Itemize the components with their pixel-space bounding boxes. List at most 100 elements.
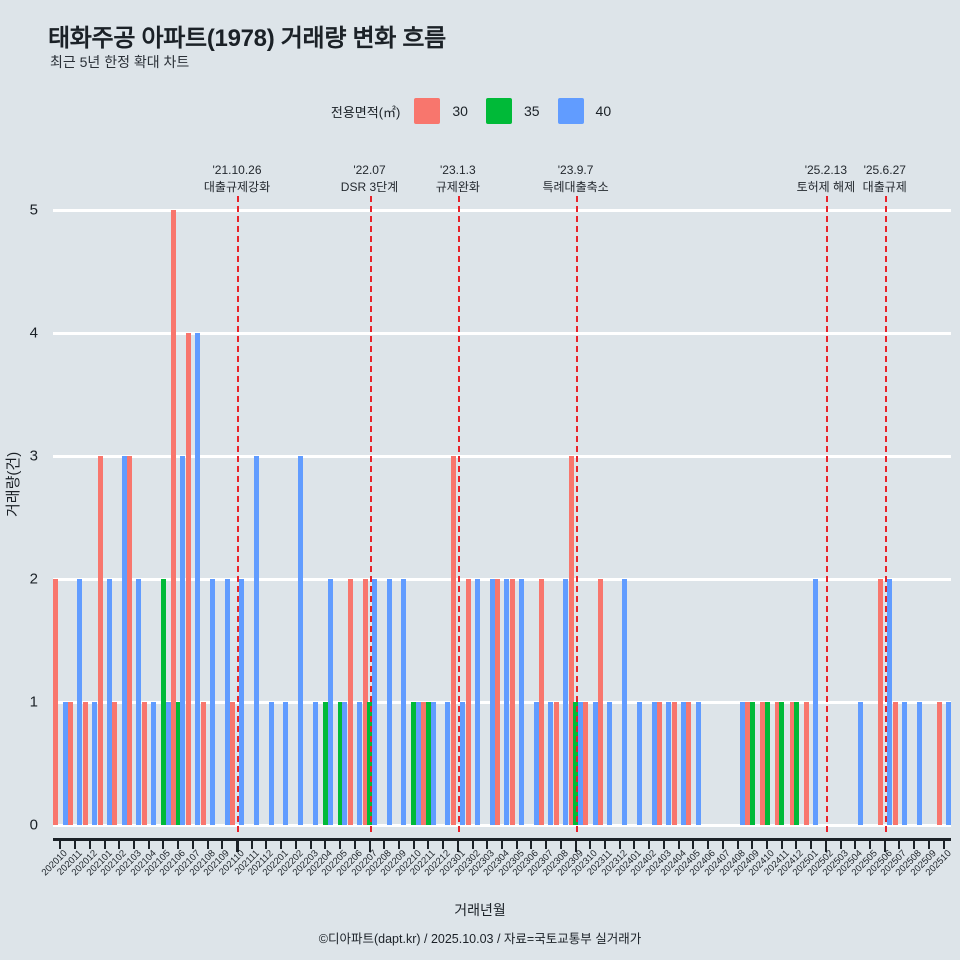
legend-item-40[interactable]: 40	[557, 98, 611, 124]
bar-202307-30[interactable]	[539, 579, 545, 825]
bar-202010-40[interactable]	[62, 702, 68, 825]
bar-202212-40[interactable]	[445, 702, 451, 825]
bar-202105-40[interactable]	[165, 702, 171, 825]
bar-202010-30[interactable]	[53, 579, 59, 825]
bar-202409-30[interactable]	[745, 702, 751, 825]
bar-202106-35[interactable]	[175, 702, 181, 825]
bar-202306-40[interactable]	[533, 702, 539, 825]
bar-202403-40[interactable]	[666, 702, 672, 825]
bar-202106-30[interactable]	[171, 210, 177, 825]
bar-202208-40[interactable]	[386, 579, 392, 825]
bar-202209-40[interactable]	[401, 579, 407, 825]
bar-202402-40[interactable]	[651, 702, 657, 825]
bar-202104-40[interactable]	[150, 702, 156, 825]
bar-202302-40[interactable]	[474, 579, 480, 825]
bar-202109-40[interactable]	[224, 579, 230, 825]
bar-202310-30[interactable]	[583, 702, 589, 825]
bar-202504-40[interactable]	[857, 702, 863, 825]
bar-202506-30[interactable]	[877, 579, 883, 825]
bar-202412-30[interactable]	[789, 702, 795, 825]
bar-202108-30[interactable]	[200, 702, 206, 825]
bar-202207-40[interactable]	[371, 579, 377, 825]
bar-202102-30[interactable]	[112, 702, 118, 825]
bar-202111-40[interactable]	[254, 456, 260, 825]
bar-202308-40[interactable]	[563, 579, 569, 825]
bar-202403-30[interactable]	[657, 702, 662, 825]
bar-202410-30[interactable]	[760, 702, 766, 825]
bar-202012-40[interactable]	[92, 702, 98, 825]
bar-202107-30[interactable]	[185, 333, 191, 825]
bar-202204-35[interactable]	[323, 702, 329, 825]
bar-202204-40[interactable]	[327, 579, 333, 825]
bar-202202-40[interactable]	[298, 456, 304, 825]
bar-202304-40[interactable]	[504, 579, 510, 825]
bar-202410-35[interactable]	[764, 702, 770, 825]
bar-202307-40[interactable]	[548, 702, 554, 825]
bar-202411-30[interactable]	[774, 702, 780, 825]
bar-202110-40[interactable]	[239, 579, 245, 825]
bar-202405-30[interactable]	[686, 702, 692, 825]
bar-202101-30[interactable]	[97, 456, 103, 825]
bar-202401-40[interactable]	[636, 702, 642, 825]
bar-202112-40[interactable]	[268, 702, 274, 825]
legend-item-35[interactable]: 35	[485, 98, 540, 124]
bar-202510-40[interactable]	[945, 702, 951, 825]
bar-202308-30[interactable]	[553, 702, 559, 825]
bar-202508-40[interactable]	[916, 702, 922, 825]
bar-202210-40[interactable]	[415, 702, 421, 825]
bar-202108-40[interactable]	[209, 579, 215, 825]
bar-202011-40[interactable]	[77, 579, 83, 825]
bar-202206-40[interactable]	[357, 702, 363, 825]
event-text-2: 규제완화	[435, 180, 480, 194]
bar-202507-30[interactable]	[892, 702, 898, 825]
bar-202510-30[interactable]	[936, 702, 942, 825]
bar-202106-40[interactable]	[180, 456, 186, 825]
bar-202405-40[interactable]	[695, 702, 701, 825]
bar-202409-35[interactable]	[749, 702, 755, 825]
bar-202301-30[interactable]	[450, 456, 456, 825]
bar-202301-40[interactable]	[460, 702, 466, 825]
bar-202211-35[interactable]	[426, 702, 432, 825]
bar-202102-40[interactable]	[121, 456, 127, 825]
bar-202304-30[interactable]	[495, 579, 501, 825]
bar-202311-30[interactable]	[598, 579, 604, 825]
bar-202206-30[interactable]	[347, 579, 353, 825]
bar-202011-30[interactable]	[68, 702, 74, 825]
bar-202104-30[interactable]	[141, 702, 147, 825]
event-text-3: 특례대출축소	[542, 180, 609, 194]
bar-202412-35[interactable]	[794, 702, 800, 825]
bar-202110-30[interactable]	[230, 702, 236, 825]
bar-202107-40[interactable]	[195, 333, 201, 825]
bar-202408-40[interactable]	[739, 702, 745, 825]
bar-202411-35[interactable]	[779, 702, 785, 825]
bar-202105-35[interactable]	[161, 579, 167, 825]
bar-202201-40[interactable]	[283, 702, 289, 825]
bar-202501-40[interactable]	[813, 579, 819, 825]
bar-202211-40[interactable]	[430, 702, 436, 825]
bar-202309-40[interactable]	[577, 702, 583, 825]
bar-202305-30[interactable]	[509, 579, 515, 825]
bar-202311-40[interactable]	[607, 702, 613, 825]
legend-item-30[interactable]: 30	[414, 98, 468, 124]
bar-202507-40[interactable]	[901, 702, 907, 825]
bar-202305-40[interactable]	[519, 579, 525, 825]
bar-202205-35[interactable]	[337, 702, 343, 825]
bar-202404-30[interactable]	[671, 702, 677, 825]
bar-202404-40[interactable]	[680, 702, 686, 825]
bar-202210-35[interactable]	[411, 702, 417, 825]
bar-202312-40[interactable]	[622, 579, 628, 825]
bar-202103-40[interactable]	[136, 579, 142, 825]
bar-202506-40[interactable]	[887, 579, 893, 825]
bar-202303-40[interactable]	[489, 579, 495, 825]
bar-202103-30[interactable]	[127, 456, 133, 825]
bar-202211-30[interactable]	[421, 702, 427, 825]
bar-202207-30[interactable]	[362, 579, 368, 825]
bar-202101-40[interactable]	[106, 579, 112, 825]
bar-202310-40[interactable]	[592, 702, 598, 825]
bar-202309-30[interactable]	[568, 456, 574, 825]
bar-202203-40[interactable]	[312, 702, 318, 825]
bar-202501-30[interactable]	[804, 702, 810, 825]
bar-202012-30[interactable]	[82, 702, 88, 825]
bar-202302-30[interactable]	[465, 579, 471, 825]
bar-202205-40[interactable]	[342, 702, 348, 825]
